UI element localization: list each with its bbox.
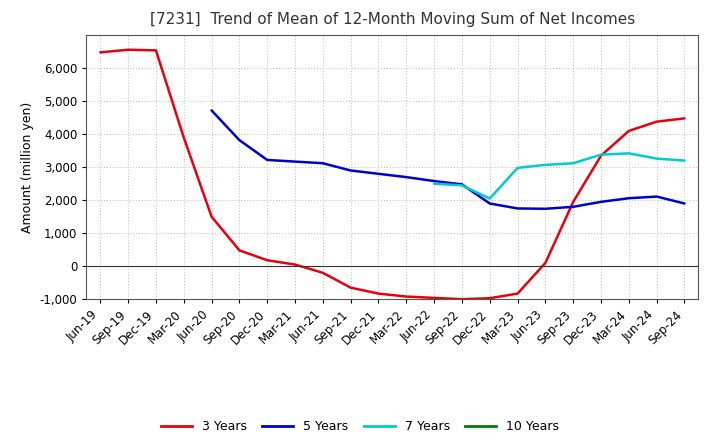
Y-axis label: Amount (million yen): Amount (million yen) xyxy=(21,102,34,233)
Title: [7231]  Trend of Mean of 12-Month Moving Sum of Net Incomes: [7231] Trend of Mean of 12-Month Moving … xyxy=(150,12,635,27)
Legend: 3 Years, 5 Years, 7 Years, 10 Years: 3 Years, 5 Years, 7 Years, 10 Years xyxy=(156,415,564,438)
